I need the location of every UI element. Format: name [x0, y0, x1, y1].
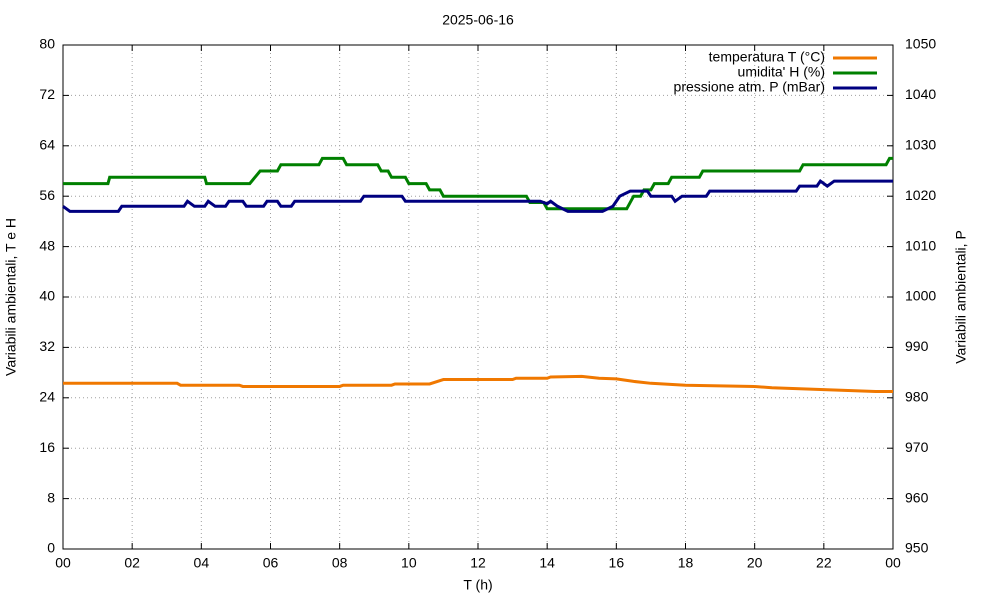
y-tick-label: 48	[39, 237, 55, 253]
x-tick-label: 22	[816, 555, 832, 571]
y2-axis-label: Variabili ambientali, P	[953, 230, 969, 364]
y-tick-label: 24	[39, 389, 55, 405]
x-tick-label: 06	[263, 555, 279, 571]
x-tick-label: 08	[332, 555, 348, 571]
y2-tick-label: 990	[905, 338, 929, 354]
y-tick-label: 0	[47, 540, 55, 556]
x-tick-label: 14	[539, 555, 555, 571]
data-line	[63, 156, 893, 211]
y2-tick-label: 970	[905, 439, 929, 455]
y-tick-label: 64	[39, 137, 55, 153]
y-tick-label: 80	[39, 36, 55, 52]
y2-tick-label: 960	[905, 489, 929, 505]
y2-tick-label: 1030	[905, 137, 936, 153]
y-tick-label: 40	[39, 288, 55, 304]
y2-tick-label: 950	[905, 540, 929, 556]
data-line	[63, 374, 893, 393]
y2-tick-label: 980	[905, 389, 929, 405]
y2-tick-label: 1020	[905, 187, 936, 203]
data-line	[62, 178, 893, 213]
x-tick-label: 00	[885, 555, 901, 571]
x-tick-label: 16	[609, 555, 625, 571]
y2-tick-label: 1050	[905, 36, 936, 52]
y-axis-label: Variabili ambientali, T e H	[3, 218, 19, 376]
x-tick-label: 00	[55, 555, 71, 571]
x-tick-label: 20	[747, 555, 763, 571]
legend-label: pressione atm. P (mBar)	[674, 79, 825, 95]
y2-tick-label: 1010	[905, 237, 936, 253]
x-tick-label: 02	[124, 555, 140, 571]
y-tick-label: 16	[39, 439, 55, 455]
y-tick-label: 72	[39, 86, 55, 102]
x-tick-label: 12	[470, 555, 486, 571]
legend-label: temperatura T (°C)	[709, 49, 825, 65]
x-tick-label: 04	[194, 555, 210, 571]
chart-title: 2025-06-16	[442, 12, 514, 28]
legend-label: umidita' H (%)	[738, 64, 825, 80]
plot-frame	[62, 44, 894, 550]
y-tick-label: 32	[39, 338, 55, 354]
y2-tick-label: 1040	[905, 86, 936, 102]
x-axis-label: T (h)	[463, 577, 492, 593]
y-tick-label: 56	[39, 187, 55, 203]
x-tick-label: 10	[401, 555, 417, 571]
x-tick-label: 18	[678, 555, 694, 571]
y2-tick-label: 1000	[905, 288, 936, 304]
y-tick-label: 8	[47, 489, 55, 505]
